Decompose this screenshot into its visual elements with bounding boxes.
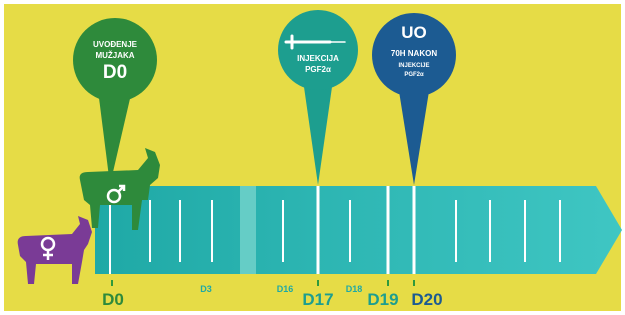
pin-text: D0 bbox=[103, 62, 127, 83]
pin-text: UVOĐENJE bbox=[93, 40, 138, 49]
day-label: D20 bbox=[411, 290, 442, 309]
day-label: D19 bbox=[367, 290, 398, 309]
diagram: UVOĐENJE MUŽJAKA D0 INJEKCIJA PGF2α UO 70H NAK… bbox=[0, 0, 625, 315]
page: UVOĐENJE MUŽJAKA D0 INJEKCIJA PGF2α UO 70H NAK… bbox=[0, 0, 625, 315]
pin-text: UO bbox=[401, 23, 427, 42]
pin-text: INJEKCIJE bbox=[398, 63, 429, 69]
pin-green bbox=[73, 18, 157, 102]
pin-text: PGF2α bbox=[404, 72, 424, 78]
pin-text: MUŽJAKA bbox=[95, 51, 134, 60]
pin-text: 70H NAKON bbox=[391, 49, 437, 58]
timeline-break bbox=[240, 186, 256, 274]
pin-text: PGF2α bbox=[305, 65, 331, 74]
pin-teal bbox=[278, 10, 358, 90]
day-label: D18 bbox=[346, 284, 363, 294]
day-label: D0 bbox=[102, 290, 124, 309]
day-label: D3 bbox=[200, 284, 212, 294]
day-label: D17 bbox=[302, 290, 333, 309]
pin-text: INJEKCIJA bbox=[297, 54, 339, 63]
timeline-band bbox=[95, 186, 622, 274]
day-label: D16 bbox=[277, 284, 294, 294]
